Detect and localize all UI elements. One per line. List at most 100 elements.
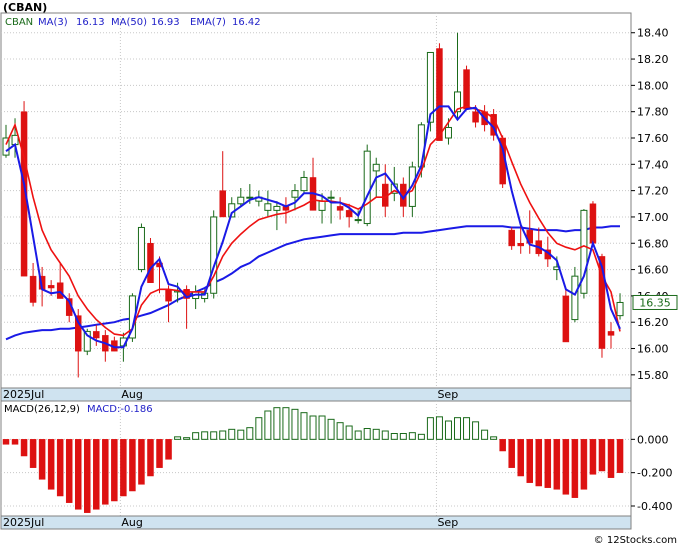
candle-body-up xyxy=(291,190,299,198)
candle-body-down xyxy=(47,285,55,289)
candle xyxy=(517,223,524,254)
macd-bar-negative xyxy=(74,439,82,510)
candle-body-up xyxy=(372,163,380,172)
candle xyxy=(436,43,443,141)
price-date-label: Aug xyxy=(121,388,142,401)
candle xyxy=(616,293,624,320)
legend-ma3-value: 16.13 xyxy=(76,17,105,28)
candle xyxy=(508,227,515,250)
macd-bar-positive xyxy=(228,428,236,440)
macd-bar-positive xyxy=(490,436,498,440)
macd-bar-negative xyxy=(508,439,515,468)
macd-bar-positive xyxy=(481,429,489,440)
ema7-line xyxy=(5,105,621,337)
macd-bar-positive xyxy=(174,436,182,440)
macd-axis: -0.400 -0.200 0.000 xyxy=(631,433,672,513)
candle-body-up xyxy=(444,126,452,139)
candle xyxy=(300,170,308,194)
ma50-line xyxy=(5,225,620,341)
candle-body-up xyxy=(246,196,254,199)
candle-body-up xyxy=(363,150,371,225)
macd-date-label: Sep xyxy=(437,516,458,529)
candle-body-up xyxy=(83,330,91,352)
candle xyxy=(83,328,91,356)
candle-body-up xyxy=(580,209,588,294)
legend: CBAN MA(3) 16.13 MA(50) 16.93 EMA(7) 16.… xyxy=(5,17,261,28)
macd-bar-positive xyxy=(426,417,434,440)
legend-ticker: CBAN xyxy=(5,17,33,28)
macd-bar-negative xyxy=(589,439,597,475)
legend-ma3-label: MA(3) xyxy=(38,17,68,28)
macd-bar-positive xyxy=(381,430,389,440)
candle xyxy=(29,263,37,307)
price-tick-label: 17.20 xyxy=(637,185,669,198)
price-axis: 15.8016.0016.2016.4016.6016.8017.0017.20… xyxy=(631,27,669,382)
candle-body-down xyxy=(607,331,615,336)
candle xyxy=(463,65,470,110)
macd-bar-negative xyxy=(616,439,624,473)
candle xyxy=(607,322,615,349)
candle-body-up xyxy=(616,301,624,317)
macd-bar-positive xyxy=(291,408,299,440)
legend-ma50-label: MA(50) xyxy=(111,17,147,28)
candle-body-up xyxy=(11,134,19,146)
candle-body-down xyxy=(463,69,470,110)
macd-bar-negative xyxy=(607,439,615,478)
candle-body-down xyxy=(345,210,353,218)
legend-ema7-value: 16.42 xyxy=(232,17,261,28)
moving-average-layer xyxy=(5,105,621,349)
candle-body-down xyxy=(472,111,479,123)
macd-value: MACD:-0.186 xyxy=(87,404,153,415)
macd-bar-negative xyxy=(84,439,91,513)
macd-bar-positive xyxy=(219,430,227,440)
macd-bar-negative xyxy=(65,439,73,503)
macd-bar-negative xyxy=(544,439,552,488)
macd-bar-positive xyxy=(345,425,353,440)
candle xyxy=(562,289,570,343)
candle xyxy=(327,190,335,224)
macd-bar-positive xyxy=(183,437,191,440)
candle xyxy=(580,209,588,299)
candle-body-up xyxy=(327,196,335,199)
macd-date-band xyxy=(0,515,632,530)
macd-bar-negative xyxy=(156,439,163,468)
macd-bar-positive xyxy=(192,432,200,440)
macd-bar-negative xyxy=(571,439,579,498)
macd-bar-negative xyxy=(11,439,19,445)
macd-date-axis: 2025JulAugSepOct xyxy=(3,516,458,529)
macd-tick-label: -0.400 xyxy=(637,500,672,513)
macd-bar-negative xyxy=(56,439,64,497)
last-price-badge-value: 16.35 xyxy=(639,296,671,309)
macd-bar-negative xyxy=(562,439,570,495)
candle xyxy=(237,188,245,207)
macd-bar-positive xyxy=(336,422,344,440)
candle-body-up xyxy=(426,51,434,123)
candle-body-down xyxy=(56,282,64,299)
price-tick-label: 17.60 xyxy=(637,132,669,145)
macd-bar-negative xyxy=(598,439,606,472)
macd-bar-negative xyxy=(517,439,524,477)
candle-body-down xyxy=(29,275,37,303)
candle-body-down xyxy=(165,289,172,302)
candle-body-down xyxy=(336,206,344,211)
macd-bar-negative xyxy=(526,439,533,483)
candle-body-up xyxy=(2,137,10,156)
candle xyxy=(93,324,100,346)
macd-bar-positive xyxy=(399,433,407,440)
macd-bar-positive xyxy=(408,432,416,440)
candle xyxy=(354,210,362,224)
macd-bar-positive xyxy=(264,410,272,440)
macd-bar-negative xyxy=(93,439,100,510)
candle-body-down xyxy=(508,229,515,247)
macd-bar-negative xyxy=(499,439,506,452)
candle xyxy=(589,201,597,246)
macd-bar-negative xyxy=(2,439,10,445)
macd-bar-positive xyxy=(390,433,398,440)
legend-ma50-value: 16.93 xyxy=(151,17,180,28)
candle xyxy=(336,197,344,220)
candle-body-down xyxy=(562,295,570,343)
macd-title: MACD(26,12,9) xyxy=(4,404,80,415)
macd-bar-positive xyxy=(255,417,263,440)
macd-bar-positive xyxy=(237,429,245,440)
